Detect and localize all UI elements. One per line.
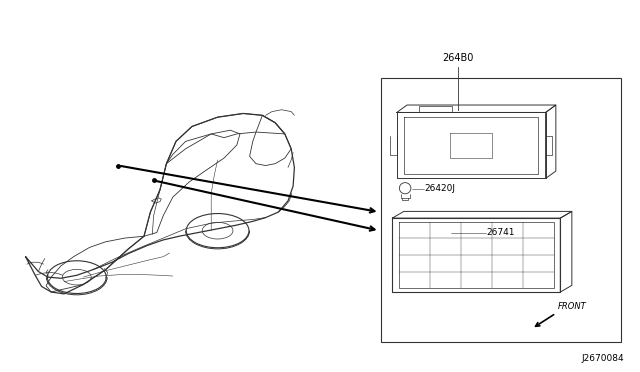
Text: 26420J: 26420J [424, 185, 455, 193]
Text: J2670084: J2670084 [581, 354, 624, 363]
Text: FRONT: FRONT [558, 302, 587, 311]
Text: 26741: 26741 [486, 228, 515, 237]
Bar [381, 78, 621, 342]
Text: 264B0: 264B0 [442, 53, 474, 63]
